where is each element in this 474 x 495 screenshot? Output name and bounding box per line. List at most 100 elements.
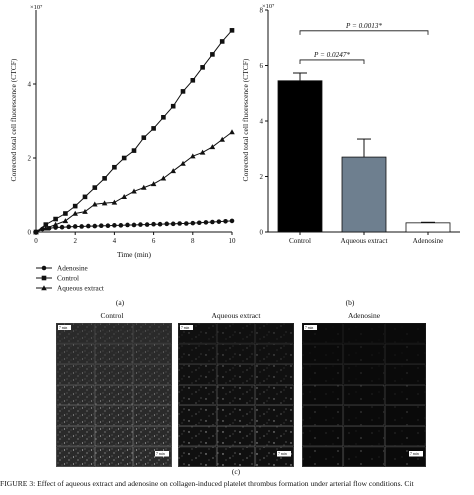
data-point-control (170, 103, 176, 109)
micrograph-tile (255, 364, 294, 385)
data-point-adenosine (164, 221, 170, 227)
micrograph-tile (94, 446, 134, 467)
data-point-adenosine (223, 218, 228, 224)
corner-label-box (180, 325, 193, 330)
data-point-aqueous-extract (82, 208, 88, 214)
micrograph-tile (178, 446, 217, 467)
data-point-adenosine (125, 222, 130, 228)
line-chart-exponent: ×10⁷ (30, 4, 42, 11)
data-point-control (151, 126, 156, 131)
data-point-control (121, 155, 127, 161)
data-point-aqueous-extract (150, 181, 157, 187)
micrograph-tile (56, 405, 95, 426)
panel-c-label: (c) (232, 467, 241, 476)
significance-label: P = 0.0247* (313, 51, 350, 59)
line-chart-legend: Adenosine Control Aqueous extract (36, 265, 104, 293)
micrograph-grid-adenosine: 7 min 7 min (302, 323, 426, 467)
micrograph-tile (216, 426, 256, 447)
data-point-adenosine (210, 219, 215, 225)
data-point-adenosine (112, 223, 117, 228)
corner-label: 7 min (59, 326, 67, 330)
micrograph-tile (94, 426, 134, 447)
data-point-aqueous-extract (170, 168, 176, 174)
micrograph-tile (216, 446, 256, 467)
data-point-control (131, 148, 137, 153)
legend-label-control: Control (57, 275, 79, 283)
line-chart-xlabel: Time (min) (117, 250, 152, 259)
bar-chart-ytick-label: 2 (260, 173, 264, 181)
data-point-aqueous-extract (229, 129, 235, 135)
micrograph-tile (384, 385, 426, 405)
data-point-aqueous-extract (52, 221, 59, 227)
data-point-aqueous-extract (180, 160, 186, 166)
micrograph-tile (178, 405, 217, 426)
line-chart-ytick-label: 4 (28, 81, 32, 89)
micrograph-tile (133, 426, 172, 447)
data-point-control (219, 39, 225, 44)
legend-label-aqueous-extract: Aqueous extract (57, 285, 104, 293)
category-label-aqueous-extract: Aqueous extract (341, 237, 388, 245)
data-point-aqueous-extract (131, 188, 137, 194)
legend-marker-aqueous-extract (41, 285, 47, 291)
data-point-adenosine (177, 221, 182, 226)
data-point-adenosine (98, 223, 104, 229)
micrograph-grid-aqueous-extract: 7 min 7 min (178, 323, 294, 467)
micrograph-tile (255, 343, 294, 364)
data-point-control (229, 28, 235, 33)
micrograph-tile (384, 405, 426, 426)
data-point-control (161, 115, 166, 120)
figure-caption: FIGURE 3: Effect of aqueous extract and … (0, 479, 414, 488)
data-point-control (180, 89, 186, 94)
line-chart: ×10⁷ Corrected total cell fluorescence (… (9, 4, 236, 307)
category-label-adenosine: Adenosine (413, 237, 444, 245)
data-point-adenosine (190, 220, 196, 226)
data-point-control (72, 203, 78, 209)
micrograph-tile (178, 364, 217, 385)
micrograph-tile (343, 323, 385, 344)
micrograph-tile (255, 323, 294, 344)
micrograph-tile (133, 446, 172, 467)
micrograph-title-adenosine: Adenosine (348, 311, 381, 320)
scale-label: 7 min (278, 452, 287, 456)
micrograph-tile (343, 426, 385, 447)
corner-label: 7 min (305, 326, 313, 330)
line-chart-ytick-label: 0 (28, 229, 32, 237)
micrograph-tile (343, 405, 385, 426)
micrograph-tile (56, 343, 95, 364)
micrograph-tile (384, 446, 426, 467)
significance-bracket (299, 59, 365, 64)
bar-control (277, 80, 323, 233)
micrograph-grid-control: 7 min 7 min (56, 323, 172, 467)
micrograph-tile (94, 405, 134, 426)
data-point-adenosine (66, 224, 72, 230)
micrograph-tile (255, 426, 294, 447)
line-chart-xtick-label: 6 (152, 237, 156, 245)
bar-aqueous-extract (341, 156, 387, 233)
micrograph-tile (343, 343, 385, 364)
data-point-adenosine (196, 220, 202, 226)
data-point-control (53, 216, 58, 222)
micrograph-tile (56, 446, 95, 467)
micrograph-tile (384, 426, 426, 447)
data-point-control (200, 65, 205, 70)
scale-label-box (277, 451, 291, 457)
bar-chart: ×10⁷ Corrected total cell fluorescence (… (241, 3, 460, 307)
data-point-adenosine (131, 222, 137, 228)
data-point-adenosine (138, 222, 143, 227)
line-chart-xtick-label: 10 (229, 237, 237, 245)
corner-label: 7 min (181, 326, 189, 330)
micrograph-tile (302, 385, 344, 405)
data-point-aqueous-extract (92, 201, 98, 207)
data-point-aqueous-extract (199, 149, 206, 155)
micrograph-tile (178, 426, 217, 447)
micrograph-tile (216, 364, 256, 385)
micrograph-tile (384, 323, 426, 344)
data-point-aqueous-extract (141, 184, 147, 190)
data-point-adenosine (184, 221, 189, 226)
data-point-aqueous-extract (111, 199, 118, 205)
micrograph-tile (178, 343, 217, 364)
line-chart-ytick-label: 2 (28, 155, 32, 163)
data-point-control (82, 194, 88, 200)
scale-label-box (155, 451, 169, 457)
micrograph-tile (133, 385, 172, 405)
